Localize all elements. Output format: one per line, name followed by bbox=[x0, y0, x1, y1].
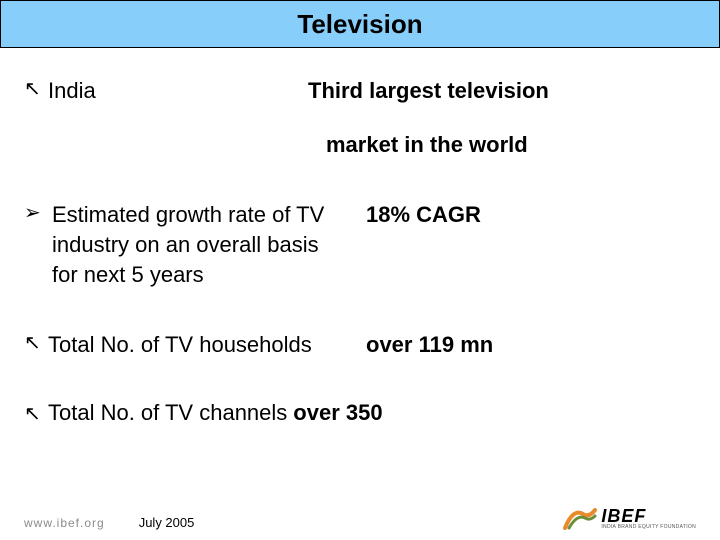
arrow-icon: ↖ bbox=[24, 76, 48, 102]
row-value-secondary: market in the world bbox=[308, 130, 696, 160]
footer: www.ibef.org July 2005 IBEF INDIA BRAND … bbox=[24, 504, 696, 530]
slide-title: Television bbox=[297, 9, 422, 40]
row-growth: ➢ Estimated growth rate of TV industry o… bbox=[24, 200, 696, 290]
chevron-icon: ➢ bbox=[24, 200, 48, 226]
row-label: Total No. of TV channels bbox=[48, 400, 287, 426]
row-label: India bbox=[48, 76, 308, 106]
row-value: Third largest television bbox=[308, 76, 696, 106]
row-india: ↖ India Third largest television bbox=[24, 76, 696, 106]
row-channels: ↖ Total No. of TV channels over 350 bbox=[24, 400, 696, 427]
row-label: Estimated growth rate of TV industry on … bbox=[48, 200, 348, 290]
footer-date: July 2005 bbox=[139, 515, 195, 530]
row-households: ↖ Total No. of TV households over 119 mn bbox=[24, 330, 696, 360]
arrow-icon: ↖ bbox=[24, 330, 48, 356]
arrow-icon: ↖ bbox=[24, 401, 48, 427]
footer-left: www.ibef.org July 2005 bbox=[24, 515, 194, 530]
logo-mark-icon bbox=[563, 504, 597, 530]
content-area: ↖ India Third largest television market … bbox=[0, 48, 720, 427]
title-bar: Television bbox=[0, 0, 720, 48]
logo: IBEF INDIA BRAND EQUITY FOUNDATION bbox=[563, 504, 696, 530]
row-label: Total No. of TV households bbox=[48, 330, 348, 360]
logo-subtext: INDIA BRAND EQUITY FOUNDATION bbox=[601, 525, 696, 530]
logo-text: IBEF bbox=[601, 507, 646, 525]
site-url: www.ibef.org bbox=[24, 516, 105, 530]
row-value: over 119 mn bbox=[348, 330, 696, 360]
row-india-secondary: market in the world bbox=[24, 118, 696, 160]
logo-text-wrap: IBEF INDIA BRAND EQUITY FOUNDATION bbox=[601, 507, 696, 530]
row-value: over 350 bbox=[293, 400, 382, 426]
row-value: 18% CAGR bbox=[348, 200, 696, 230]
